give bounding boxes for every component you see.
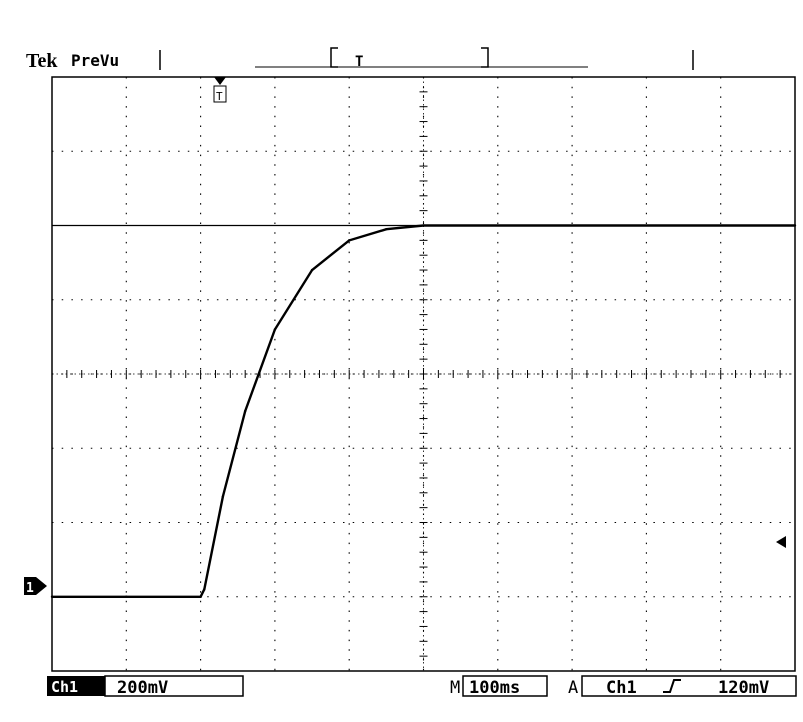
trace-point [310, 268, 314, 272]
trace-point [243, 409, 247, 413]
status-bar: Ch1 200mV M 100ms A Ch1 120mV [47, 675, 797, 698]
trace-point [221, 495, 225, 498]
trace-point [385, 228, 388, 231]
channel-1-ground-marker: 1 [24, 577, 47, 596]
volts-per-div-value: 200mV [117, 678, 168, 698]
trace-point [50, 595, 54, 598]
trigger-level-marker [776, 536, 786, 548]
timebase-value: 100ms [469, 678, 520, 698]
graticule [51, 76, 796, 672]
acquisition-mode-label: PreVu [71, 51, 119, 70]
timebase-box[interactable] [462, 675, 548, 697]
timebase-prefix: M [450, 678, 460, 698]
trace-points [50, 224, 797, 598]
trace-point [793, 224, 797, 227]
trace-point [203, 588, 206, 591]
channel-badge[interactable] [47, 676, 105, 696]
brand-label: Tek [26, 50, 58, 72]
trace-point [273, 328, 277, 331]
channel-badge-label: Ch1 [51, 678, 78, 696]
rising-edge-icon [663, 679, 681, 693]
record-position-indicator: T [255, 47, 588, 70]
series-ch1-trace [52, 224, 795, 598]
trigger-box[interactable] [581, 675, 797, 697]
trace-point [348, 239, 351, 242]
volts-per-div-box[interactable] [104, 675, 244, 697]
channel-marker-label: 1 [26, 581, 34, 596]
trace-point [422, 224, 425, 227]
trigger-source: Ch1 [606, 678, 637, 698]
trigger-prefix: A [568, 678, 578, 698]
trigger-position-marker: T [213, 77, 227, 103]
trace-point [125, 595, 128, 598]
svg-text:T: T [355, 54, 363, 70]
trace-point [199, 595, 202, 598]
trigger-level-value: 120mV [718, 678, 769, 698]
svg-text:T: T [216, 90, 223, 103]
